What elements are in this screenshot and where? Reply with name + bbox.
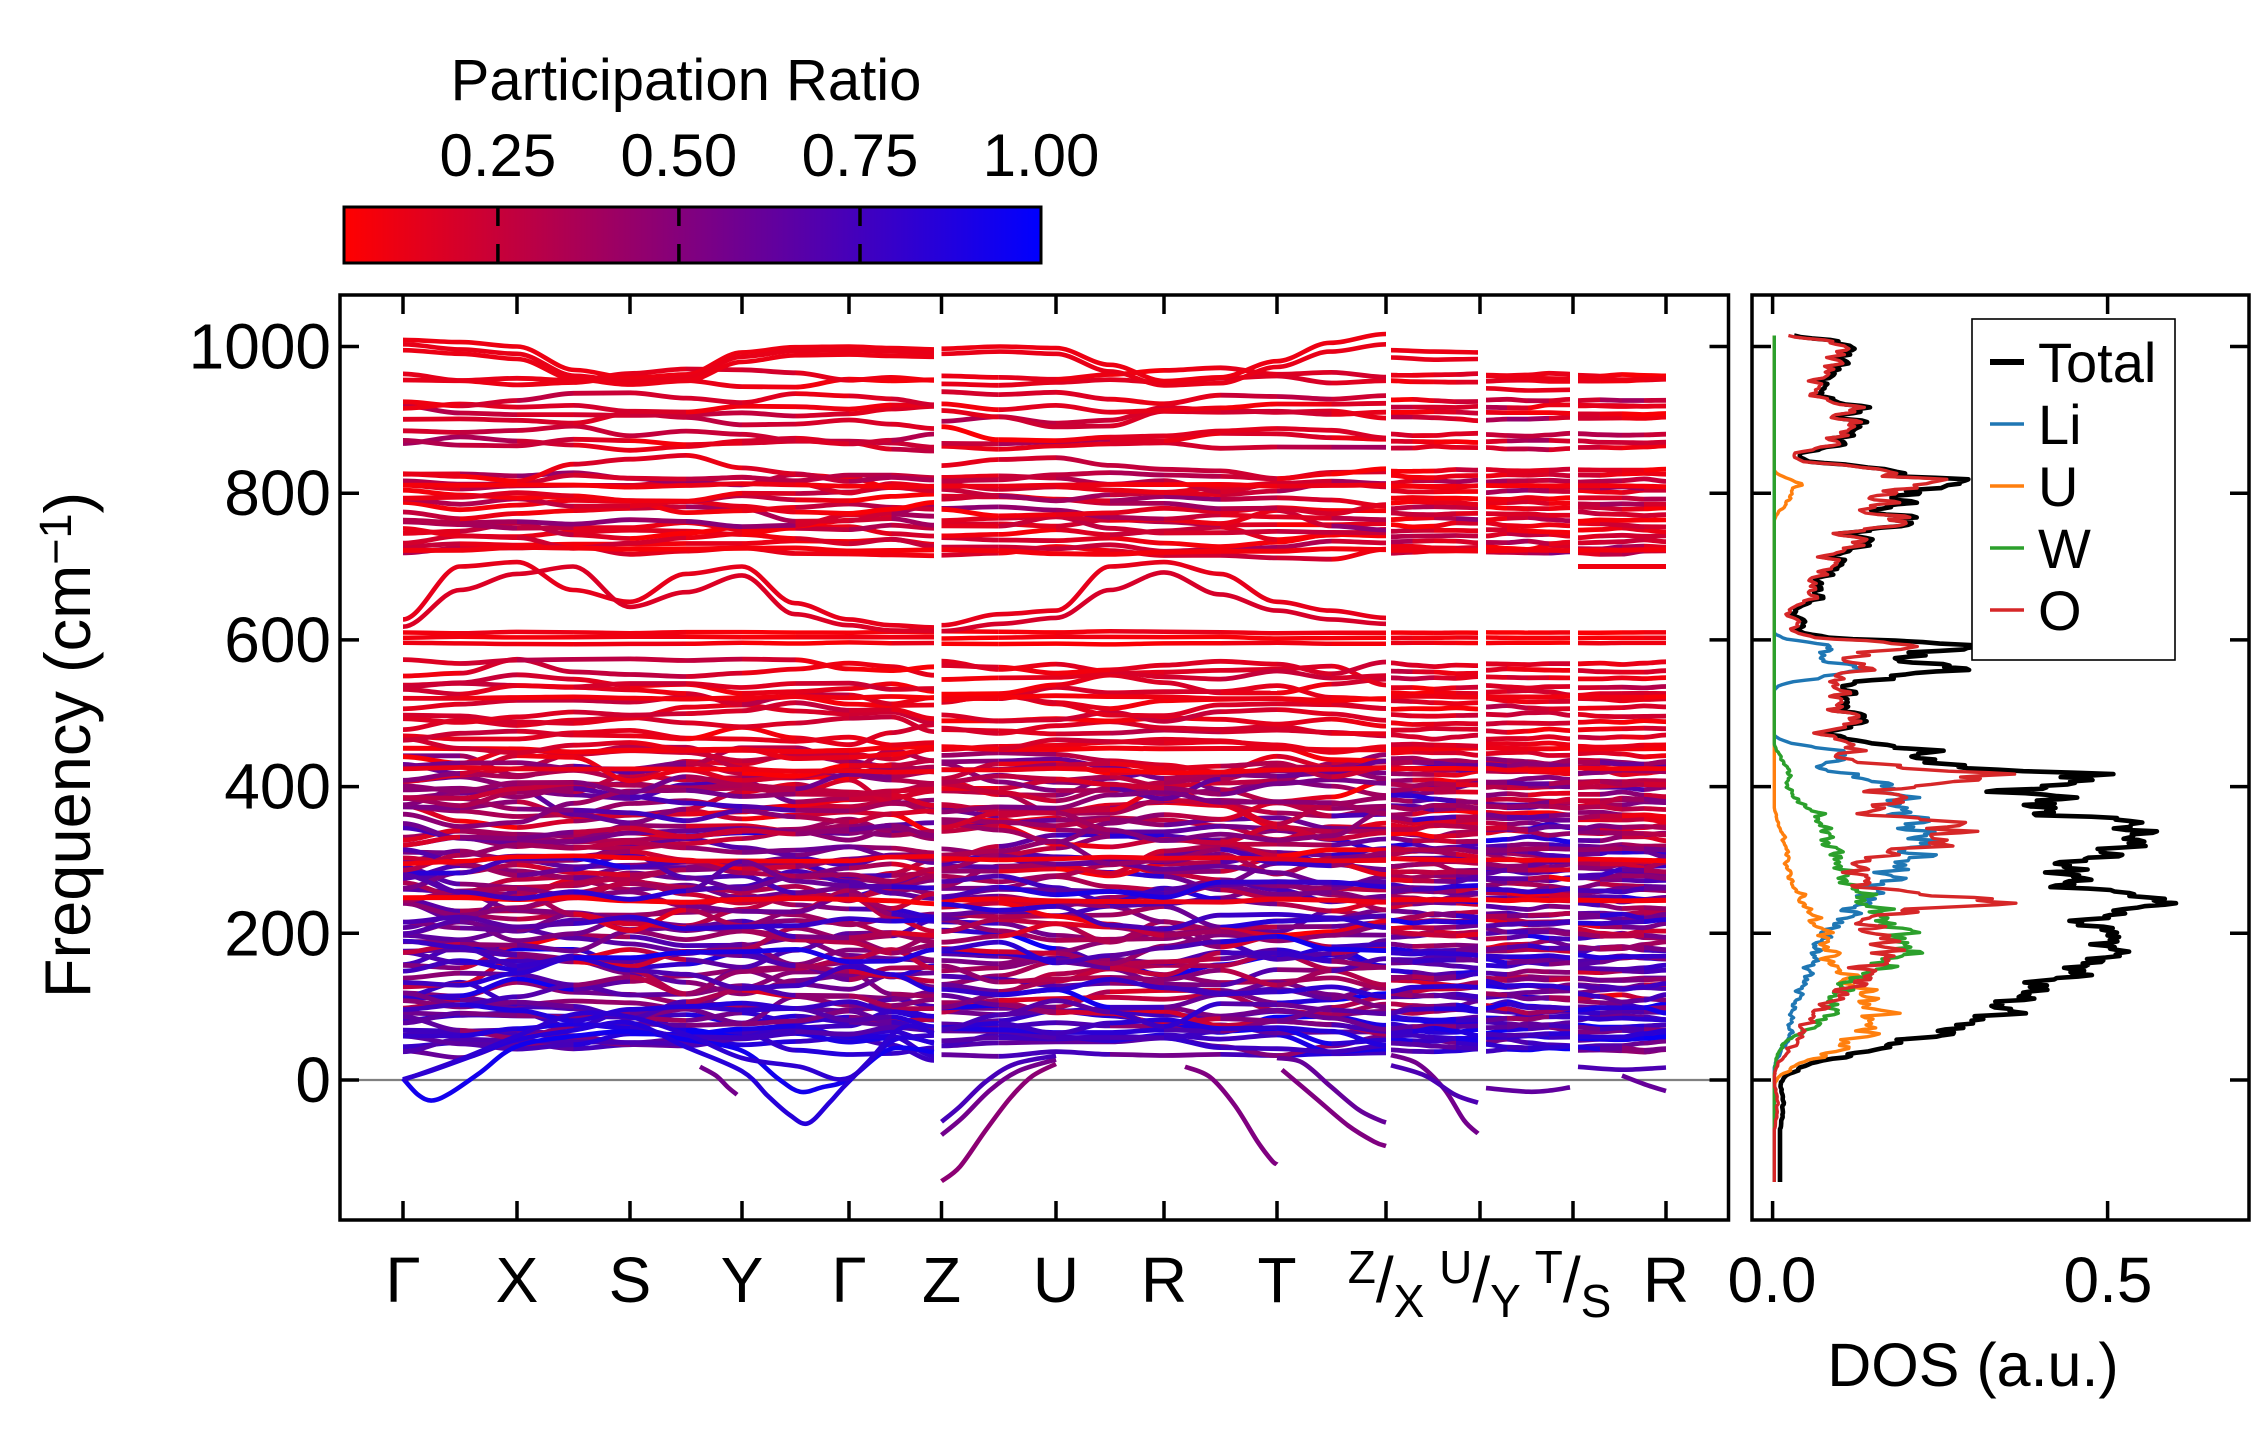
svg-text:Total: Total <box>2038 331 2156 394</box>
svg-text:0.5: 0.5 <box>2064 1244 2153 1316</box>
svg-text:S: S <box>609 1244 652 1316</box>
svg-text:0.50: 0.50 <box>621 122 738 189</box>
svg-text:0.75: 0.75 <box>802 122 919 189</box>
svg-text:Y: Y <box>721 1244 764 1316</box>
svg-text:Γ: Γ <box>385 1244 420 1316</box>
svg-text:0: 0 <box>295 1044 331 1116</box>
svg-text:800: 800 <box>224 457 331 529</box>
svg-text:0.25: 0.25 <box>440 122 557 189</box>
svg-text:R: R <box>1141 1244 1187 1316</box>
svg-text:0.0: 0.0 <box>1728 1244 1817 1316</box>
svg-text:X: X <box>496 1244 539 1316</box>
svg-text:Li: Li <box>2038 393 2082 456</box>
svg-text:DOS (a.u.): DOS (a.u.) <box>1827 1331 2119 1399</box>
svg-text:T: T <box>1257 1244 1296 1316</box>
svg-text:Γ: Γ <box>831 1244 866 1316</box>
svg-text:Z: Z <box>922 1244 961 1316</box>
svg-text:U: U <box>1033 1244 1079 1316</box>
svg-text:Frequency (cm−1): Frequency (cm−1) <box>30 492 104 998</box>
svg-text:200: 200 <box>224 897 331 969</box>
svg-text:600: 600 <box>224 604 331 676</box>
svg-text:Participation Ratio: Participation Ratio <box>451 48 922 113</box>
svg-text:T/S: T/S <box>1535 1241 1612 1327</box>
svg-text:W: W <box>2038 517 2091 580</box>
svg-text:R: R <box>1643 1244 1689 1316</box>
svg-text:1000: 1000 <box>189 311 331 383</box>
svg-text:1.00: 1.00 <box>983 122 1100 189</box>
svg-text:O: O <box>2038 579 2082 642</box>
svg-text:Z/X: Z/X <box>1348 1241 1425 1327</box>
svg-text:400: 400 <box>224 751 331 823</box>
svg-text:U/Y: U/Y <box>1439 1241 1521 1327</box>
svg-text:U: U <box>2038 455 2078 518</box>
